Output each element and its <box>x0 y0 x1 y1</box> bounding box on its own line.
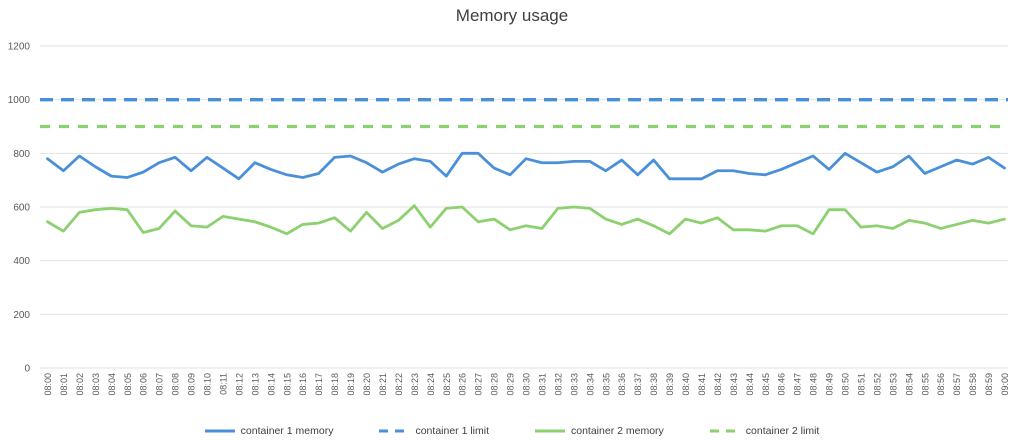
x-tick-label: 08:23 <box>410 373 420 396</box>
x-tick-label: 08:05 <box>123 373 133 396</box>
x-tick-label: 08:03 <box>91 373 101 396</box>
x-tick-label: 08:46 <box>777 373 787 396</box>
x-tick-label: 08:54 <box>904 373 914 396</box>
x-tick-label: 08:28 <box>490 373 500 396</box>
x-tick-label: 08:33 <box>569 373 579 396</box>
x-tick-label: 08:24 <box>426 373 436 396</box>
x-tick-label: 08:55 <box>920 373 930 396</box>
x-tick-label: 08:10 <box>203 373 213 396</box>
legend-label: container 2 limit <box>745 425 820 437</box>
legend-item-container-1-limit: container 1 limit <box>379 425 489 437</box>
x-tick-label: 08:51 <box>856 373 866 396</box>
x-tick-label: 08:20 <box>362 373 372 396</box>
x-tick-label: 08:47 <box>793 373 803 396</box>
y-tick-label: 800 <box>13 149 30 160</box>
x-tick-label: 08:34 <box>585 373 595 396</box>
series-line-container-2-memory <box>46 204 1006 236</box>
legend-item-container-1-memory: container 1 memory <box>204 425 334 437</box>
x-tick-label: 08:17 <box>314 373 324 396</box>
x-tick-label: 08:49 <box>825 373 835 396</box>
y-tick-label: 0 <box>24 364 30 375</box>
legend-item-container-2-limit: container 2 limit <box>709 425 820 437</box>
x-tick-label: 08:44 <box>745 373 755 396</box>
x-tick-label: 08:04 <box>107 373 117 396</box>
legend-label: container 2 memory <box>571 425 664 437</box>
x-tick-label: 08:26 <box>458 373 468 396</box>
legend-label: container 1 limit <box>415 425 489 437</box>
legend-label: container 1 memory <box>240 425 334 437</box>
legend: container 1 memory container 1 limit conta… <box>0 425 1024 437</box>
x-tick-label: 08:38 <box>649 373 659 396</box>
x-tick-label: 08:00 <box>43 373 53 396</box>
x-tick-label: 08:59 <box>984 373 994 396</box>
x-tick-label: 09:00 <box>1000 373 1010 396</box>
x-tick-label: 08:21 <box>378 373 388 396</box>
series-line-container-1-memory <box>46 151 1006 181</box>
x-tick-label: 08:01 <box>59 373 69 396</box>
x-tick-label: 08:19 <box>346 373 356 396</box>
x-tick-label: 08:58 <box>968 373 978 396</box>
x-tick-label: 08:06 <box>139 373 149 396</box>
x-tick-label: 08:02 <box>75 373 85 396</box>
x-tick-label: 08:52 <box>872 373 882 396</box>
x-tick-label: 08:07 <box>155 373 165 396</box>
x-tick-label: 08:25 <box>442 373 452 396</box>
x-tick-label: 08:31 <box>537 373 547 396</box>
x-tick-label: 08:45 <box>761 373 771 396</box>
x-tick-label: 08:09 <box>187 373 197 396</box>
legend-marker-container-1-limit <box>379 429 410 433</box>
x-tick-label: 08:32 <box>553 373 563 396</box>
x-tick-label: 08:40 <box>681 373 691 396</box>
x-tick-label: 08:11 <box>218 373 228 395</box>
x-tick-label: 08:50 <box>841 373 851 396</box>
x-tick-label: 08:53 <box>888 373 898 396</box>
chart-title: Memory usage <box>455 6 569 25</box>
x-tick-label: 08:18 <box>330 373 340 396</box>
x-tick-label: 08:15 <box>282 373 292 396</box>
x-tick-label: 08:57 <box>952 373 962 396</box>
x-tick-label: 08:41 <box>697 373 707 396</box>
x-tick-label: 08:16 <box>298 373 308 396</box>
x-tick-label: 08:14 <box>266 373 276 396</box>
legend-marker-container-1-memory <box>204 429 235 433</box>
x-tick-label: 08:39 <box>665 373 675 396</box>
x-tick-label: 08:12 <box>234 373 244 396</box>
x-tick-label: 08:08 <box>171 373 181 396</box>
x-tick-label: 08:56 <box>936 373 946 396</box>
x-tick-label: 08:29 <box>506 373 516 396</box>
y-tick-label: 1000 <box>8 95 31 106</box>
legend-item-container-2-memory: container 2 memory <box>535 425 664 437</box>
x-tick-label: 08:37 <box>633 373 643 396</box>
x-tick-label: 08:42 <box>713 373 723 396</box>
x-tick-label: 08:48 <box>809 373 819 396</box>
y-tick-label: 200 <box>13 310 30 321</box>
legend-marker-container-2-limit <box>709 429 740 433</box>
x-tick-label: 08:27 <box>474 373 484 396</box>
x-tick-label: 08:13 <box>250 373 260 396</box>
x-tick-label: 08:36 <box>617 373 627 396</box>
x-tick-label: 08:35 <box>601 373 611 396</box>
y-tick-label: 400 <box>13 256 30 267</box>
y-tick-label: 600 <box>13 203 30 214</box>
x-tick-label: 08:30 <box>522 373 532 396</box>
legend-marker-container-2-memory <box>535 429 565 433</box>
y-tick-label: 1200 <box>8 42 31 53</box>
x-tick-label: 08:43 <box>729 373 739 396</box>
x-tick-label: 08:22 <box>394 373 404 396</box>
